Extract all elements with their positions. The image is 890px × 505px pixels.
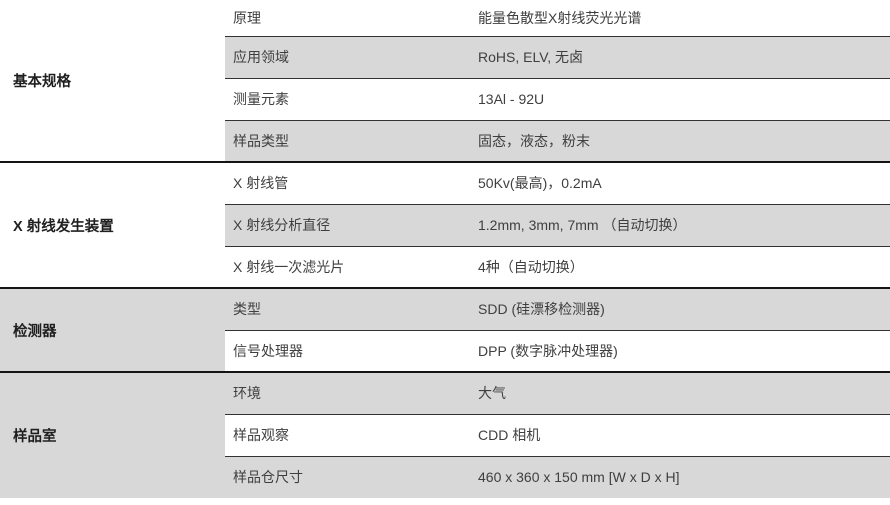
- value-cell: 50Kv(最高)，0.2mA: [470, 161, 890, 204]
- param-cell: 样品观察: [225, 413, 470, 456]
- value-cell: 固态，液态，粉末: [470, 119, 890, 162]
- table-row: 检测器 类型 SDD (硅漂移检测器): [0, 287, 890, 372]
- param-cell: 样品类型: [225, 119, 470, 162]
- value-cell: 能量色散型X射线荧光光谱: [470, 0, 890, 36]
- table-row: 信号处理器 DPP (数字脉冲处理器): [0, 329, 890, 372]
- param-cell: 类型: [225, 287, 470, 330]
- value-cell: RoHS, ELV, 无卤: [470, 35, 890, 78]
- value-cell: CDD 相机: [470, 413, 890, 456]
- param-cell: 样品仓尺寸: [225, 455, 470, 498]
- value-cell: 13Al - 92U: [470, 77, 890, 120]
- category-cell: X 射线发生装置: [0, 161, 225, 288]
- category-cell: 检测器: [0, 287, 225, 372]
- table-row: 样品仓尺寸 460 x 360 x 150 mm [W x D x H]: [0, 455, 890, 498]
- category-cell: 样品室: [0, 371, 225, 498]
- table-row: 基本规格 原理 能量色散型X射线荧光光谱: [0, 0, 890, 162]
- category-cell: 基本规格: [0, 0, 225, 162]
- param-cell: X 射线分析直径: [225, 203, 470, 246]
- value-cell: SDD (硅漂移检测器): [470, 287, 890, 330]
- param-cell: 原理: [225, 0, 470, 36]
- table-row: X 射线分析直径 1.2mm, 3mm, 7mm （自动切换）: [0, 203, 890, 246]
- param-cell: X 射线管: [225, 161, 470, 204]
- table-row: X 射线一次滤光片 4种（自动切换）: [0, 245, 890, 288]
- param-cell: 环境: [225, 371, 470, 414]
- value-cell: DPP (数字脉冲处理器): [470, 329, 890, 372]
- param-cell: 应用领域: [225, 35, 470, 78]
- param-cell: 信号处理器: [225, 329, 470, 372]
- table-row: 样品观察 CDD 相机: [0, 413, 890, 456]
- value-cell: 大气: [470, 371, 890, 414]
- value-cell: 4种（自动切换）: [470, 245, 890, 288]
- table-row: 测量元素 13Al - 92U: [0, 77, 890, 120]
- table-row: 样品类型 固态，液态，粉末: [0, 119, 890, 162]
- table-row: X 射线发生装置 X 射线管 50Kv(最高)，0.2mA: [0, 161, 890, 288]
- param-cell: 测量元素: [225, 77, 470, 120]
- value-cell: 460 x 360 x 150 mm [W x D x H]: [470, 455, 890, 498]
- table-row: 样品室 环境 大气: [0, 371, 890, 498]
- param-cell: X 射线一次滤光片: [225, 245, 470, 288]
- value-cell: 1.2mm, 3mm, 7mm （自动切换）: [470, 203, 890, 246]
- table-row: 应用领域 RoHS, ELV, 无卤: [0, 35, 890, 78]
